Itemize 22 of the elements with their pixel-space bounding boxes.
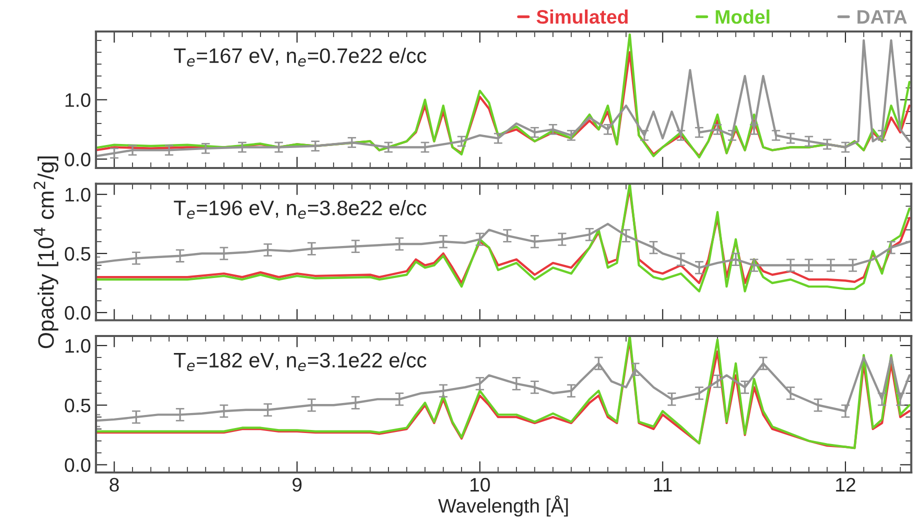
y-tick-label: 0.0 <box>64 152 90 166</box>
y-tick-label: 0.0 <box>64 306 90 320</box>
annotation: T$_{e}$=182 eV, n$_{e}$=3.1e22 e/cc <box>174 352 426 371</box>
y-tick-label: 1.0 <box>66 93 90 107</box>
annotation: T$_{e}$=167 eV, n$_{e}$=0.7e22 e/cc <box>174 48 426 66</box>
x-tick-label: 11 <box>654 478 672 492</box>
y-tick-label: 1.0 <box>66 188 90 202</box>
y-tick-label: 1.0 <box>66 339 90 353</box>
y-tick-label: 0.0 <box>64 458 90 472</box>
y-tick-label: 0.5 <box>64 398 90 412</box>
line-series <box>96 222 911 269</box>
y-tick-label: 0.5 <box>64 246 90 261</box>
x-tick-label: 9 <box>292 478 302 492</box>
legend-label: Model <box>716 9 770 24</box>
y-axis-title: Opacity [10$^{4}$ cm$^{2}$/g] <box>34 156 58 348</box>
annotation: T$_{e}$=196 eV, n$_{e}$=3.8e22 e/cc <box>174 200 426 219</box>
x-tick-label: 8 <box>110 478 119 492</box>
x-axis-title: Wavelength [Å] <box>438 495 568 517</box>
x-tick-label: 12 <box>836 478 856 492</box>
x-tick-label: 10 <box>470 478 490 492</box>
legend-label: Simulated <box>536 9 628 24</box>
legend-label: DATA <box>858 10 907 24</box>
